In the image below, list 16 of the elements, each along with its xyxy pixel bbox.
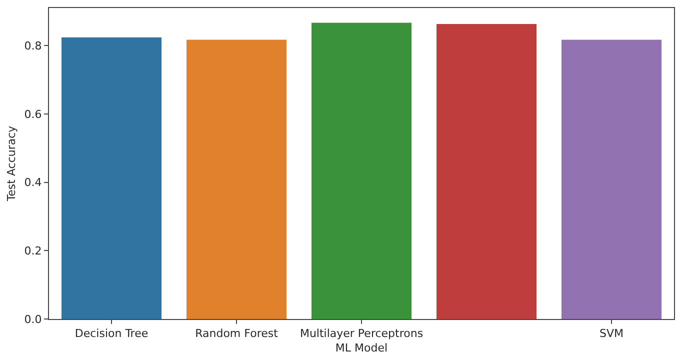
x-tick-label: Decision Tree <box>74 327 148 340</box>
y-tick-label: 0.8 <box>24 39 42 52</box>
bar <box>562 40 662 319</box>
bar <box>62 37 162 319</box>
bar <box>436 24 536 319</box>
y-axis-title: Test Accuracy <box>4 125 18 202</box>
y-tick-label: 0.4 <box>24 176 42 190</box>
y-tick-label: 0.6 <box>24 108 42 121</box>
y-tick-label: 0.0 <box>24 312 42 326</box>
bar <box>186 40 286 319</box>
y-tick-label: 0.2 <box>24 244 42 258</box>
x-tick-label: SVM <box>600 327 624 340</box>
x-tick-label: Multilayer Perceptrons <box>300 327 424 340</box>
x-tick-label: Random Forest <box>195 327 279 340</box>
bar <box>312 22 412 319</box>
x-axis-title: ML Model <box>335 341 388 354</box>
